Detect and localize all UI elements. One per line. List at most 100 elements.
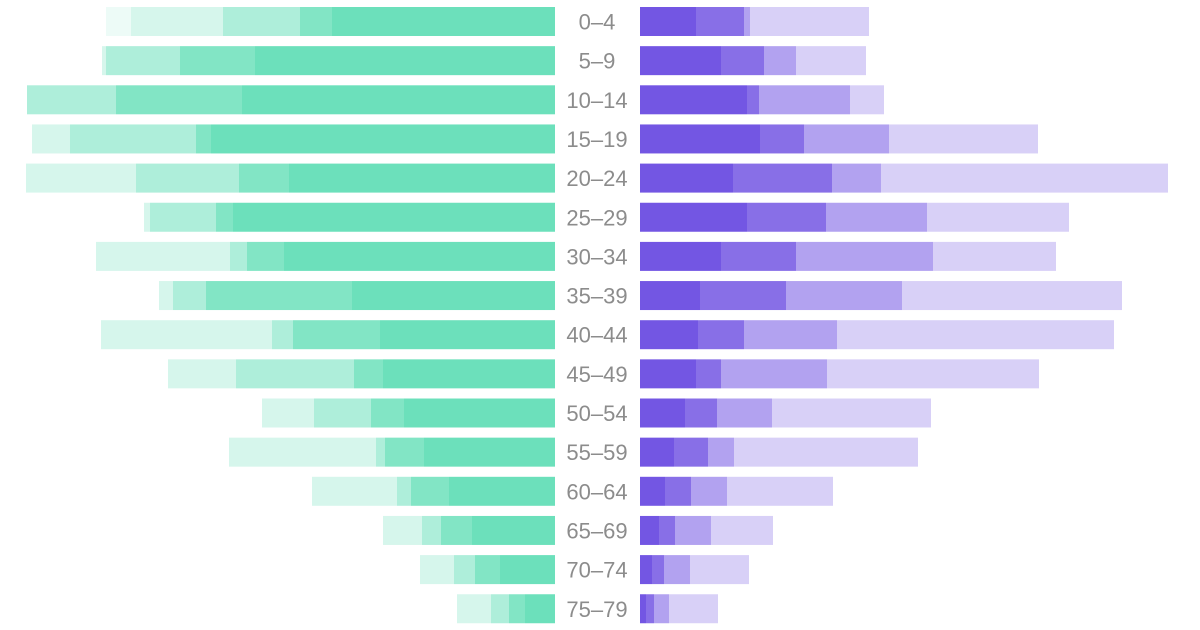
left-bar-15–19-layer-1 (211, 124, 555, 154)
right-bar-20–24-layer-1 (640, 163, 733, 193)
left-bar-15–19-layer-2 (196, 124, 211, 154)
right-bar-40–44-layer-1 (640, 320, 698, 350)
right-bar-40–44-layer-3 (744, 320, 837, 350)
right-bar-60–64-layer-4 (727, 476, 833, 506)
right-bar-55–59-layer-4 (734, 437, 918, 467)
right-bar-75–79-layer-4 (669, 594, 718, 624)
right-bar-5–9-layer-3 (764, 46, 796, 76)
right-bar-20–24-layer-2 (733, 163, 832, 193)
right-bar-30–34-layer-1 (640, 241, 721, 271)
right-bar-60–64-layer-2 (665, 476, 691, 506)
left-bar-0–4-layer-2 (300, 7, 332, 36)
left-bar-45–49-layer-3 (236, 359, 354, 389)
right-bar-45–49-layer-3 (721, 359, 827, 389)
right-bar-65–69-layer-3 (675, 515, 711, 545)
left-bar-65–69-layer-4 (383, 515, 422, 545)
right-bar-40–44-layer-2 (698, 320, 744, 350)
right-bar-25–29-layer-2 (747, 202, 826, 232)
right-bar-55–59-layer-3 (708, 437, 734, 467)
left-bar-35–39-layer-3 (173, 281, 206, 311)
left-bar-30–34-layer-4 (96, 241, 230, 271)
age-label: 25–29 (566, 205, 627, 230)
age-label: 45–49 (566, 362, 627, 387)
left-bar-10–14-layer-1 (242, 85, 555, 115)
left-bar-10–14-layer-2 (116, 85, 242, 115)
right-bar-35–39-layer-2 (700, 281, 786, 311)
right-bar-70–74-layer-3 (664, 555, 690, 585)
left-bar-20–24-layer-3 (136, 163, 239, 193)
left-bar-5–9-layer-3 (106, 46, 180, 76)
left-bar-60–64-layer-4 (312, 476, 397, 506)
right-bar-40–44-layer-4 (837, 320, 1114, 350)
left-bar-50–54-layer-2 (371, 398, 404, 428)
right-bar-30–34-layer-2 (721, 241, 796, 271)
age-label: 35–39 (566, 284, 627, 309)
right-bar-0–4-layer-2 (696, 7, 744, 36)
right-bar-60–64-layer-3 (691, 476, 727, 506)
left-bar-55–59-layer-3 (376, 437, 385, 467)
age-label: 60–64 (566, 479, 627, 504)
right-bar-50–54-layer-3 (717, 398, 772, 428)
age-label: 40–44 (566, 323, 627, 348)
right-bar-15–19-layer-4 (889, 124, 1038, 154)
left-bar-40–44-layer-4 (101, 320, 272, 350)
left-bar-20–24-layer-4 (26, 163, 136, 193)
right-bar-45–49-layer-4 (827, 359, 1039, 389)
left-bar-70–74-layer-2 (475, 555, 500, 585)
right-bar-35–39-layer-3 (786, 281, 902, 311)
right-bar-50–54-layer-2 (685, 398, 717, 428)
right-bar-5–9-layer-4 (796, 46, 866, 76)
left-bar-60–64-layer-2 (411, 476, 449, 506)
right-bar-25–29-layer-4 (927, 202, 1069, 232)
left-bar-65–69-layer-2 (441, 515, 472, 545)
right-bar-30–34-layer-4 (933, 241, 1056, 271)
age-label: 20–24 (566, 166, 627, 191)
left-bar-35–39-layer-4 (159, 281, 173, 311)
left-bars-group (26, 7, 555, 624)
right-bar-0–4-layer-4 (750, 7, 869, 36)
left-bar-45–49-layer-4 (168, 359, 236, 389)
left-bar-0–4-layer-3 (223, 7, 300, 36)
left-bar-30–34-layer-1 (284, 241, 555, 271)
age-label: 55–59 (566, 440, 627, 465)
age-label: 75–79 (566, 597, 627, 622)
age-label: 70–74 (566, 558, 627, 583)
right-bar-15–19-layer-1 (640, 124, 760, 154)
left-bar-45–49-layer-1 (383, 359, 555, 389)
age-label: 15–19 (566, 127, 627, 152)
right-bar-10–14-layer-2 (747, 85, 759, 115)
right-bar-20–24-layer-4 (881, 163, 1168, 193)
left-bar-25–29-layer-1 (233, 202, 555, 232)
right-bar-55–59-layer-2 (674, 437, 708, 467)
left-bar-65–69-layer-3 (422, 515, 441, 545)
left-bar-45–49-layer-2 (354, 359, 383, 389)
left-bar-20–24-layer-2 (239, 163, 289, 193)
left-bar-35–39-layer-2 (206, 281, 352, 311)
left-bar-75–79-layer-3 (491, 594, 509, 624)
age-label: 10–14 (566, 88, 627, 113)
right-bar-55–59-layer-1 (640, 437, 674, 467)
left-bar-75–79-layer-2 (509, 594, 525, 624)
right-bar-75–79-layer-3 (654, 594, 669, 624)
right-bar-60–64-layer-1 (640, 476, 665, 506)
right-bars-group (640, 7, 1168, 624)
left-bar-35–39-layer-1 (352, 281, 555, 311)
left-bar-55–59-layer-1 (424, 437, 555, 467)
right-bar-75–79-layer-1 (640, 594, 646, 624)
left-bar-15–19-layer-3 (70, 124, 196, 154)
right-bar-10–14-layer-4 (850, 85, 884, 115)
age-labels-group: 0–4 5–9 10–14 15–19 20–24 25–29 30–34 35–39 40–4… (566, 10, 627, 622)
right-bar-25–29-layer-1 (640, 202, 747, 232)
left-bar-70–74-layer-3 (454, 555, 475, 585)
right-bar-5–9-layer-1 (640, 46, 721, 76)
right-bar-10–14-layer-3 (759, 85, 850, 115)
right-bar-35–39-layer-1 (640, 281, 700, 311)
left-bar-60–64-layer-3 (397, 476, 411, 506)
right-bar-35–39-layer-4 (902, 281, 1122, 311)
right-bar-5–9-layer-2 (721, 46, 764, 76)
right-bar-65–69-layer-4 (711, 515, 773, 545)
right-bar-20–24-layer-3 (832, 163, 881, 193)
left-bar-40–44-layer-2 (293, 320, 380, 350)
right-bar-15–19-layer-3 (804, 124, 889, 154)
